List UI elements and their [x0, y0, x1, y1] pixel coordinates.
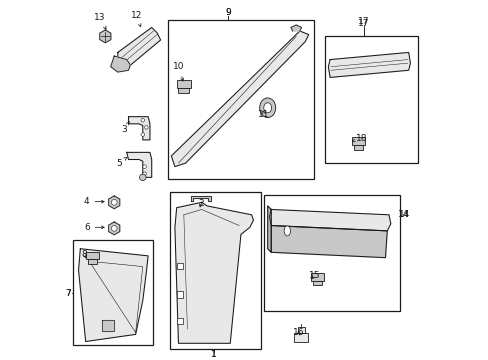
- Text: 6: 6: [84, 223, 104, 232]
- Bar: [294, 333, 307, 342]
- Bar: [167, 20, 313, 179]
- Circle shape: [111, 225, 117, 231]
- Polygon shape: [108, 196, 120, 209]
- Text: 2: 2: [198, 199, 203, 208]
- Polygon shape: [110, 56, 130, 72]
- Bar: [324, 36, 417, 163]
- Ellipse shape: [259, 98, 275, 118]
- Polygon shape: [191, 196, 210, 201]
- Circle shape: [141, 133, 144, 136]
- Circle shape: [141, 118, 144, 122]
- Polygon shape: [118, 27, 160, 67]
- Circle shape: [144, 126, 148, 129]
- Polygon shape: [175, 202, 253, 343]
- Text: 5: 5: [116, 157, 127, 167]
- Text: 4: 4: [84, 197, 104, 206]
- Text: 1: 1: [211, 350, 217, 359]
- Text: 15: 15: [309, 271, 320, 280]
- Ellipse shape: [263, 103, 271, 113]
- Bar: [169, 192, 260, 348]
- Text: 7: 7: [65, 289, 71, 298]
- Bar: [178, 88, 189, 93]
- Text: 1: 1: [211, 350, 217, 359]
- Polygon shape: [102, 320, 114, 331]
- Text: 18: 18: [352, 134, 366, 143]
- Bar: [176, 80, 191, 88]
- Text: 9: 9: [225, 8, 231, 17]
- Polygon shape: [269, 210, 390, 231]
- Polygon shape: [271, 225, 386, 258]
- Text: 17: 17: [358, 17, 369, 26]
- Polygon shape: [100, 30, 111, 43]
- Circle shape: [142, 165, 146, 168]
- Bar: [88, 260, 97, 264]
- Text: 12: 12: [130, 11, 142, 27]
- Polygon shape: [290, 25, 301, 31]
- Polygon shape: [171, 31, 308, 167]
- Text: 8: 8: [81, 250, 87, 259]
- Circle shape: [139, 174, 146, 181]
- Circle shape: [111, 199, 117, 205]
- Polygon shape: [267, 206, 271, 252]
- Bar: [176, 318, 183, 324]
- Text: 3: 3: [121, 122, 129, 134]
- Polygon shape: [126, 152, 151, 177]
- Bar: [353, 145, 362, 150]
- Circle shape: [142, 172, 146, 176]
- Text: 13: 13: [94, 13, 106, 29]
- Text: 7: 7: [65, 289, 71, 298]
- Text: 14: 14: [398, 210, 409, 219]
- Bar: [297, 327, 304, 333]
- Text: 9: 9: [225, 8, 231, 17]
- Text: 17: 17: [358, 19, 369, 28]
- Polygon shape: [79, 249, 148, 342]
- Text: 10: 10: [173, 62, 184, 81]
- Polygon shape: [108, 222, 120, 235]
- Polygon shape: [128, 117, 150, 140]
- Ellipse shape: [284, 226, 290, 236]
- Bar: [73, 240, 153, 345]
- Bar: [85, 252, 99, 260]
- Bar: [264, 195, 399, 311]
- Text: 11: 11: [258, 110, 269, 119]
- Bar: [176, 291, 183, 298]
- Bar: [351, 138, 365, 145]
- Text: 16: 16: [292, 328, 304, 337]
- Bar: [312, 281, 321, 285]
- Text: 14: 14: [397, 210, 408, 219]
- Bar: [176, 263, 183, 269]
- Bar: [310, 273, 324, 281]
- Polygon shape: [328, 53, 409, 77]
